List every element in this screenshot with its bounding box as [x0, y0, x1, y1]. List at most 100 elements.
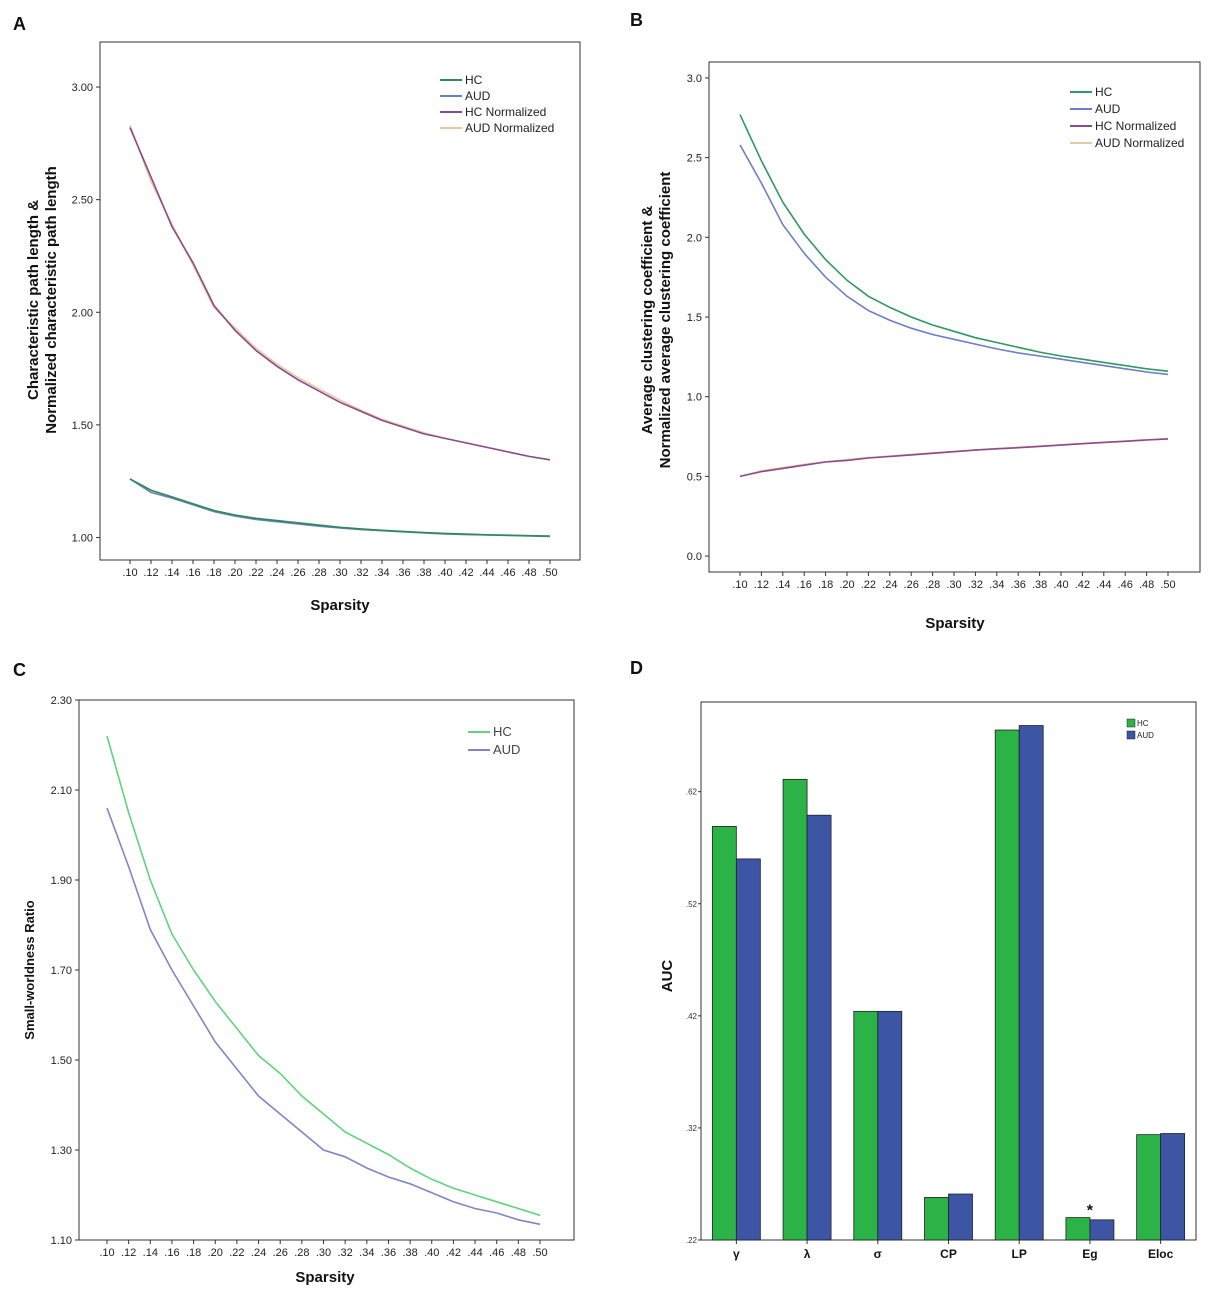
- x-tick-label: .14: [143, 1247, 158, 1259]
- x-tick-label: .10: [122, 567, 137, 579]
- x-tick-label: .20: [839, 579, 854, 591]
- y-tick-label: 2.00: [72, 307, 93, 319]
- bar-hc-5: [1065, 1217, 1091, 1241]
- x-tick-label: .48: [1139, 579, 1154, 591]
- x-category-label: γ: [733, 1247, 740, 1261]
- panel-letter-a: A: [13, 14, 26, 34]
- x-tick-label: .36: [1011, 579, 1026, 591]
- y-tick-label: 2.5: [687, 153, 702, 165]
- x-tick-label: .36: [381, 1247, 396, 1259]
- series-line-aud: [739, 144, 1169, 376]
- legend-label-aud: AUD: [465, 89, 491, 103]
- y-tick-label: .62: [686, 788, 698, 797]
- x-tick-label: .38: [402, 1247, 417, 1259]
- x-tick-label: .12: [143, 567, 158, 579]
- legend-label-aud-normalized: AUD Normalized: [1095, 136, 1184, 150]
- y-axis-label: Small-worldness Ratio: [22, 900, 37, 1039]
- x-tick-label: .24: [251, 1247, 266, 1259]
- legend-label-hc: HC: [465, 73, 483, 87]
- bar-aud-4: [1018, 725, 1044, 1241]
- x-tick-label: .42: [458, 567, 473, 579]
- x-category-label: Eloc: [1148, 1247, 1174, 1261]
- x-tick-label: .30: [946, 579, 961, 591]
- x-tick-label: .42: [1075, 579, 1090, 591]
- x-tick-label: .46: [500, 567, 515, 579]
- x-tick-label: .44: [467, 1247, 482, 1259]
- bar-aud-6: [1160, 1133, 1186, 1241]
- y-tick-label: .52: [686, 900, 698, 909]
- series-line-hc-normalized: [129, 127, 551, 461]
- x-tick-label: .12: [754, 579, 769, 591]
- series-line-hc: [106, 735, 541, 1217]
- legend-label-hc-normalized: HC Normalized: [1095, 119, 1176, 133]
- y-axis-label: AUC: [659, 960, 676, 993]
- bar-hc-4: [994, 729, 1020, 1241]
- y-tick-label: 1.00: [72, 532, 93, 544]
- y-axis-label-line2: Normalized average clustering coefficien…: [657, 172, 674, 469]
- bar-hc-0: [711, 826, 737, 1241]
- legend-label-aud: AUD: [493, 742, 520, 757]
- x-tick-label: .24: [882, 579, 897, 591]
- x-tick-label: .18: [818, 579, 833, 591]
- x-tick-label: .10: [99, 1247, 114, 1259]
- plot-frame-a: [99, 41, 581, 561]
- x-tick-label: .34: [989, 579, 1004, 591]
- bar-hc-6: [1136, 1134, 1162, 1241]
- series-line-hc-normalized: [739, 438, 1169, 478]
- x-tick-label: .16: [164, 1247, 179, 1259]
- y-tick-label: 1.50: [72, 420, 93, 432]
- x-tick-label: .34: [359, 1247, 374, 1259]
- x-tick-label: .22: [861, 579, 876, 591]
- series-line-aud: [106, 807, 541, 1226]
- x-tick-label: .12: [121, 1247, 136, 1259]
- bar-aud-3: [948, 1193, 973, 1241]
- panel-letter-d: D: [630, 658, 643, 678]
- x-tick-label: .24: [269, 567, 284, 579]
- x-category-label: Eg: [1082, 1247, 1097, 1261]
- x-tick-label: .50: [532, 1247, 547, 1259]
- y-tick-label: 1.70: [51, 965, 72, 977]
- x-tick-label: .38: [416, 567, 431, 579]
- bar-aud-1: [806, 814, 832, 1241]
- y-tick-label: 1.5: [687, 312, 702, 324]
- x-tick-label: .30: [316, 1247, 331, 1259]
- x-tick-label: .16: [797, 579, 812, 591]
- bar-aud-2: [877, 1010, 903, 1241]
- x-tick-label: .26: [290, 567, 305, 579]
- x-tick-label: .18: [186, 1247, 201, 1259]
- y-tick-label: 1.10: [51, 1235, 72, 1247]
- x-tick-label: .28: [925, 579, 940, 591]
- bar-hc-2: [853, 1010, 879, 1241]
- x-tick-label: .16: [185, 567, 200, 579]
- x-tick-label: .20: [208, 1247, 223, 1259]
- x-tick-label: .48: [521, 567, 536, 579]
- y-tick-label: .32: [686, 1124, 698, 1133]
- legend-label-hc: HC: [1137, 719, 1149, 728]
- x-tick-label: .22: [248, 567, 263, 579]
- legend-label-hc: HC: [493, 724, 512, 739]
- legend-swatch-aud: [1126, 730, 1136, 740]
- x-tick-label: .26: [904, 579, 919, 591]
- y-tick-label: .42: [686, 1012, 698, 1021]
- bar-aud-0: [735, 858, 761, 1241]
- plot-frame-c: [78, 699, 575, 1241]
- y-axis-label-line2: Normalized characteristic path length: [43, 166, 60, 434]
- x-tick-label: .40: [1053, 579, 1068, 591]
- bar-hc-3: [924, 1197, 949, 1241]
- x-tick-label: .28: [311, 567, 326, 579]
- x-category-label: λ: [804, 1247, 811, 1261]
- plot-frame-d: [700, 701, 1197, 1241]
- y-axis-label-line1: Characteristic path length &: [25, 200, 42, 400]
- x-axis-label: Sparsity: [310, 597, 370, 614]
- panel-letter-b: B: [630, 10, 643, 30]
- bar-hc-1: [782, 778, 808, 1241]
- x-category-label: σ: [874, 1247, 882, 1261]
- x-tick-label: .36: [395, 567, 410, 579]
- y-tick-label: 2.10: [51, 785, 72, 797]
- legend-label-aud-normalized: AUD Normalized: [465, 121, 554, 135]
- y-tick-label: 1.30: [51, 1145, 72, 1157]
- y-axis-label-line1: Average clustering coefficient &: [639, 205, 656, 434]
